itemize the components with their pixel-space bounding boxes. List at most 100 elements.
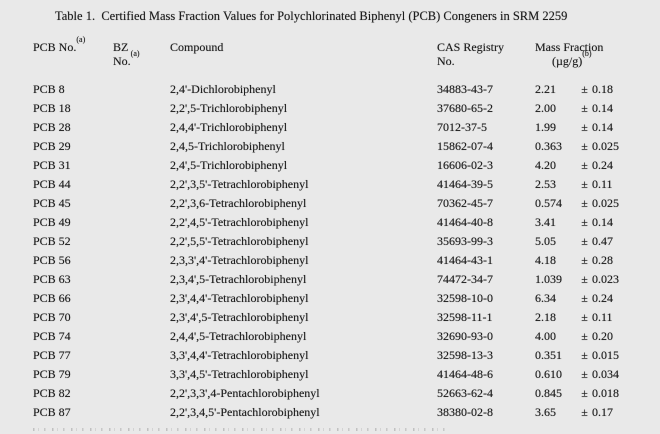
bz-no-cell xyxy=(113,403,170,422)
mass-fraction-uncertainty: 0.14 xyxy=(592,101,613,115)
mass-fraction-value: 2.21 xyxy=(535,82,556,96)
table-row: PCB 29 2,4,5-Trichlorobiphenyl 15862-07-… xyxy=(33,137,660,156)
mass-fraction-units: (µg/g) xyxy=(552,54,583,68)
compound-header-label: Compound xyxy=(170,40,224,54)
bz-no-cell xyxy=(113,289,170,308)
mass-fraction-cell: 3.65 ±0.17 xyxy=(535,403,660,422)
pcb-no-cell: PCB 28 xyxy=(33,120,71,134)
compound-cell: 2,2',3,5'-Tetrachlorobiphenyl xyxy=(170,177,309,191)
plus-minus-symbol: ± xyxy=(581,367,588,381)
cas-number-cell: 41464-48-6 xyxy=(437,367,493,381)
mass-fraction-cell: 2.21 ±0.18 xyxy=(535,80,660,99)
mass-fraction-value: 3.65 xyxy=(535,405,556,419)
footnote-a-marker: (a) xyxy=(76,35,86,44)
cas-number-cell: 70362-45-7 xyxy=(437,196,493,210)
mass-fraction-cell: 1.99 ±0.14 xyxy=(535,118,660,137)
plus-minus-symbol: ± xyxy=(581,215,588,229)
plus-minus-symbol: ± xyxy=(581,348,588,362)
mass-fraction-value: 2.00 xyxy=(535,101,556,115)
col-header-bz-no: BZ No.(a) xyxy=(113,40,170,80)
table-row: PCB 52 2,2',5,5'-Tetrachlorobiphenyl 356… xyxy=(33,232,660,251)
mass-fraction-uncertainty: 0.015 xyxy=(592,348,619,362)
mass-fraction-uncertainty: 0.018 xyxy=(592,386,619,400)
cas-number-cell: 38380-02-8 xyxy=(437,405,493,419)
compound-cell: 2,4',5-Trichlorobiphenyl xyxy=(170,158,288,172)
compound-cell: 2,2',5-Trichlorobiphenyl xyxy=(170,101,288,115)
plus-minus-symbol: ± xyxy=(581,329,588,343)
pcb-no-cell: PCB 74 xyxy=(33,329,71,343)
mass-fraction-uncertainty: 0.11 xyxy=(592,310,613,324)
certified-values-table: PCB No.(a) BZ No.(a) Compound CAS Regist… xyxy=(33,36,660,422)
bz-header-line2: No. xyxy=(113,54,131,68)
table-row: PCB 8 2,4'-Dichlorobiphenyl 34883-43-7 2… xyxy=(33,80,660,99)
cas-number-cell: 37680-65-2 xyxy=(437,101,493,115)
mass-fraction-cell: 0.574 ±0.025 xyxy=(535,194,660,213)
plus-minus-symbol: ± xyxy=(581,139,588,153)
mass-fraction-value: 0.351 xyxy=(535,348,562,362)
cas-number-cell: 35693-99-3 xyxy=(437,234,493,248)
mass-fraction-value: 4.00 xyxy=(535,329,556,343)
plus-minus-symbol: ± xyxy=(581,310,588,324)
table-row: PCB 63 2,3,4',5-Tetrachlorobiphenyl 7447… xyxy=(33,270,660,289)
pcb-no-cell: PCB 29 xyxy=(33,139,71,153)
table-row: PCB 56 2,3,3',4'-Tetrachlorobiphenyl 414… xyxy=(33,251,660,270)
table-row: PCB 31 2,4',5-Trichlorobiphenyl 16606-02… xyxy=(33,156,660,175)
mass-fraction-value: 0.574 xyxy=(535,196,562,210)
pcb-no-cell: PCB 63 xyxy=(33,272,71,286)
bz-no-cell xyxy=(113,251,170,270)
cas-number-cell: 41464-43-1 xyxy=(437,253,493,267)
mass-fraction-uncertainty: 0.14 xyxy=(592,120,613,134)
cas-number-cell: 34883-43-7 xyxy=(437,82,493,96)
pcb-no-cell: PCB 44 xyxy=(33,177,71,191)
plus-minus-symbol: ± xyxy=(581,101,588,115)
mass-fraction-uncertainty: 0.28 xyxy=(592,253,613,267)
mass-fraction-cell: 2.53 ±0.11 xyxy=(535,175,660,194)
pcb-no-cell: PCB 8 xyxy=(33,82,65,96)
footnote-a-marker: (a) xyxy=(130,49,140,58)
bz-no-cell xyxy=(113,270,170,289)
mass-fraction-cell: 0.845 ±0.018 xyxy=(535,384,660,403)
bz-no-cell xyxy=(113,156,170,175)
compound-cell: 2,2',5,5'-Tetrachlorobiphenyl xyxy=(170,234,309,248)
plus-minus-symbol: ± xyxy=(581,120,588,134)
compound-cell: 3,3',4,4'-Tetrachlorobiphenyl xyxy=(170,348,309,362)
table-row: PCB 74 2,4,4',5-Tetrachlorobiphenyl 3269… xyxy=(33,327,660,346)
cas-number-cell: 15862-07-4 xyxy=(437,139,493,153)
mass-fraction-value: 5.05 xyxy=(535,234,556,248)
mass-fraction-cell: 2.18 ±0.11 xyxy=(535,308,660,327)
mass-fraction-value: 1.039 xyxy=(535,272,562,286)
pcb-no-cell: PCB 87 xyxy=(33,405,71,419)
compound-cell: 2,3,3',4'-Tetrachlorobiphenyl xyxy=(170,253,309,267)
compound-cell: 2,2',4,5'-Tetrachlorobiphenyl xyxy=(170,215,309,229)
mass-fraction-cell: 0.610 ±0.034 xyxy=(535,365,660,384)
mass-fraction-cell: 4.20 ±0.24 xyxy=(535,156,660,175)
compound-cell: 2,4,4',5-Tetrachlorobiphenyl xyxy=(170,329,307,343)
pcb-no-cell: PCB 70 xyxy=(33,310,71,324)
bz-no-cell xyxy=(113,308,170,327)
cas-header-line2: No. xyxy=(437,54,455,68)
bz-no-cell xyxy=(113,137,170,156)
mass-fraction-value: 6.34 xyxy=(535,291,556,305)
cas-header-line1: CAS Registry xyxy=(437,40,505,54)
compound-cell: 2,4'-Dichlorobiphenyl xyxy=(170,82,276,96)
mass-fraction-header-line1: Mass Fraction xyxy=(535,40,604,54)
table-row: PCB 66 2,3',4,4'-Tetrachlorobiphenyl 325… xyxy=(33,289,660,308)
table-row: PCB 82 2,2',3,3',4-Pentachlorobiphenyl 5… xyxy=(33,384,660,403)
pcb-no-cell: PCB 66 xyxy=(33,291,71,305)
compound-cell: 2,3,4',5-Tetrachlorobiphenyl xyxy=(170,272,307,286)
table-title: Table 1. Certified Mass Fraction Values … xyxy=(55,9,568,23)
mass-fraction-uncertainty: 0.24 xyxy=(592,291,613,305)
col-header-mass-fraction: Mass Fraction (µg/g)(b) xyxy=(535,40,660,80)
mass-fraction-value: 2.53 xyxy=(535,177,556,191)
mass-fraction-value: 0.610 xyxy=(535,367,562,381)
mass-fraction-value: 0.845 xyxy=(535,386,562,400)
col-header-compound: Compound xyxy=(170,40,437,80)
pcb-no-header-label: PCB No. xyxy=(33,40,77,54)
mass-fraction-uncertainty: 0.17 xyxy=(592,405,613,419)
plus-minus-symbol: ± xyxy=(581,82,588,96)
compound-cell: 3,3',4,5'-Tetrachlorobiphenyl xyxy=(170,367,309,381)
pcb-no-cell: PCB 45 xyxy=(33,196,71,210)
table-row: PCB 45 2,2',3,6-Tetrachlorobiphenyl 7036… xyxy=(33,194,660,213)
plus-minus-symbol: ± xyxy=(581,177,588,191)
mass-fraction-cell: 6.34 ±0.24 xyxy=(535,289,660,308)
